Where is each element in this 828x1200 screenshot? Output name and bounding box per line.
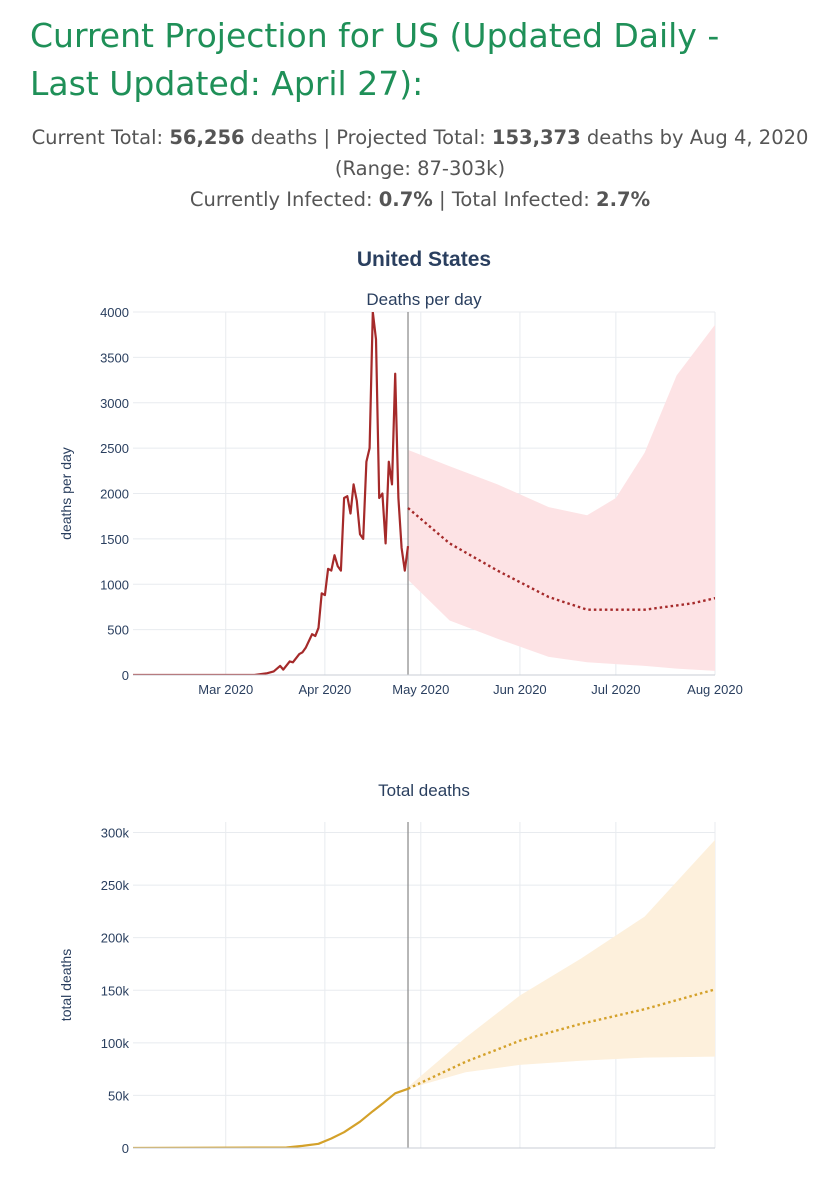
chart-title: United States	[357, 248, 491, 271]
y-axis-title: total deaths	[58, 949, 74, 1021]
chart-subtitle: Deaths per day	[366, 290, 482, 309]
current-total-unit: deaths	[250, 126, 318, 149]
y-tick-label: 2500	[100, 441, 129, 456]
x-tick-label: Jul 2020	[591, 682, 640, 697]
projected-total-value: 153,373	[491, 126, 581, 149]
actual-line	[133, 312, 410, 675]
y-tick-label: 1500	[100, 532, 129, 547]
y-tick-label: 100k	[101, 1036, 130, 1051]
summary-totals: Current Total: 56,256 deaths | Projected…	[20, 123, 820, 153]
current-total-label: Current Total:	[31, 126, 164, 149]
y-tick-label: 4000	[100, 305, 129, 320]
projected-total-label: Projected Total:	[336, 126, 486, 149]
x-tick-label: Apr 2020	[298, 682, 351, 697]
summary-infected: Currently Infected: 0.7% | Total Infecte…	[20, 185, 820, 215]
total-infected-value: 2.7%	[596, 188, 651, 211]
y-tick-label: 3000	[100, 396, 129, 411]
y-tick-label: 2000	[100, 487, 129, 502]
y-tick-label: 50k	[108, 1088, 129, 1103]
y-tick-label: 200k	[101, 931, 130, 946]
x-tick-label: Aug 2020	[687, 682, 743, 697]
chart-title: Total deaths	[378, 781, 470, 800]
x-tick-label: Jun 2020	[493, 682, 547, 697]
y-axis-title: deaths per day	[58, 447, 74, 540]
projected-total-suffix: deaths by Aug 4, 2020	[586, 126, 809, 149]
y-tick-label: 0	[122, 1141, 129, 1156]
projection-line	[407, 507, 715, 611]
y-tick-label: 300k	[101, 826, 130, 841]
total-infected-label: Total Infected:	[451, 188, 590, 211]
y-tick-label: 500	[107, 623, 129, 638]
separator: |	[439, 188, 446, 211]
uncertainty-band	[408, 839, 715, 1089]
page-title: Current Projection for US (Updated Daily…	[30, 16, 720, 103]
current-total-value: 56,256	[169, 126, 245, 149]
uncertainty-band	[408, 324, 715, 671]
y-tick-label: 1000	[100, 577, 129, 592]
x-tick-label: May 2020	[392, 682, 449, 697]
range-text: (Range: 87-303k)	[334, 157, 506, 180]
currently-infected-label: Currently Infected:	[189, 188, 373, 211]
y-tick-label: 150k	[101, 983, 130, 998]
summary-range: (Range: 87-303k)	[20, 154, 820, 184]
y-tick-label: 250k	[101, 878, 130, 893]
y-tick-label: 3500	[100, 350, 129, 365]
separator: |	[323, 126, 331, 149]
y-tick-label: 0	[122, 668, 129, 683]
x-tick-label: Mar 2020	[198, 682, 253, 697]
actual-line	[133, 1087, 409, 1148]
projection-line	[407, 988, 715, 1090]
currently-infected-value: 0.7%	[378, 188, 433, 211]
